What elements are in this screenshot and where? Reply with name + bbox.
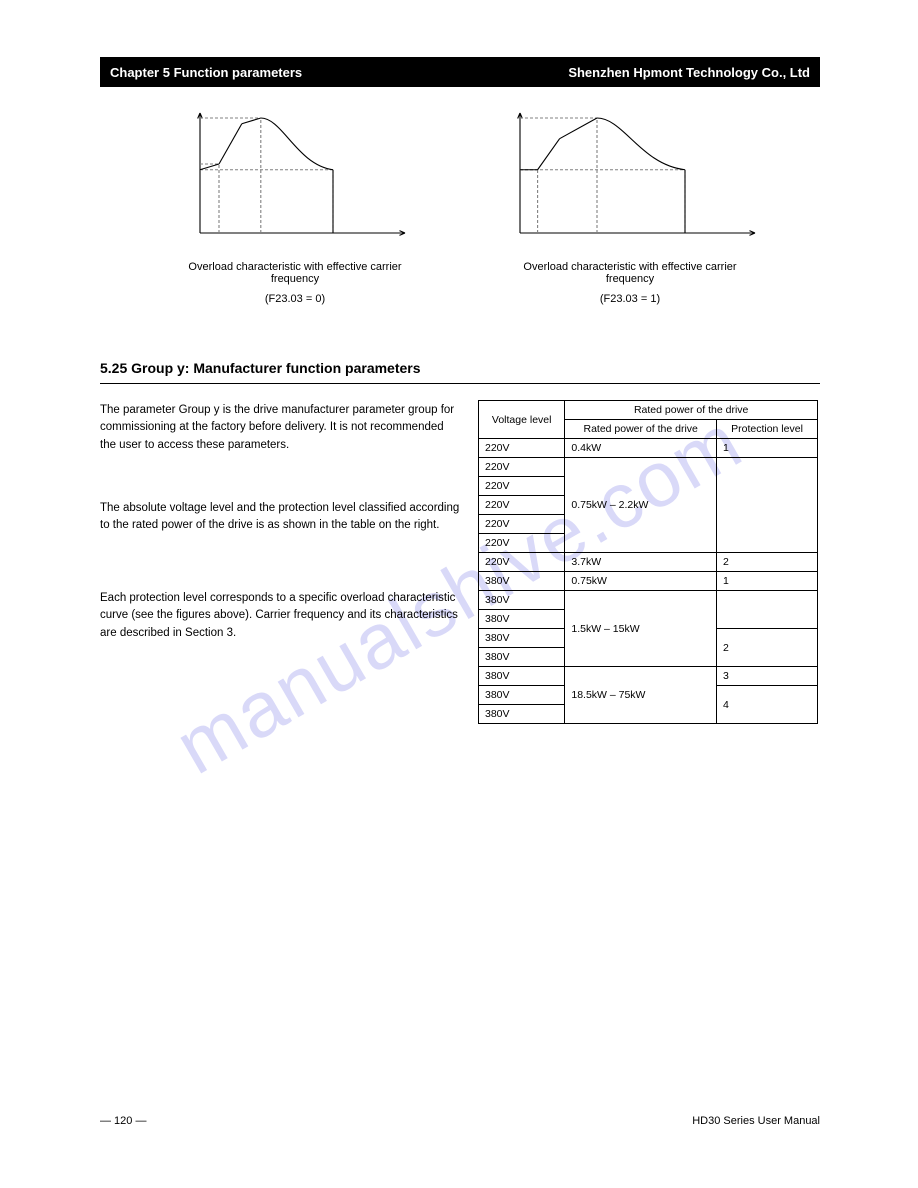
table-row: 380V0.75kW1 <box>479 572 818 591</box>
table-cell-voltage: 380V <box>479 572 565 591</box>
protection-level-table: Voltage level Rated power of the drive R… <box>478 400 818 724</box>
table-cell-voltage: 220V <box>479 496 565 515</box>
table-cell-protection: 1 <box>717 439 818 458</box>
table-cell-voltage: 220V <box>479 534 565 553</box>
table-subheader-power: Rated power of the drive <box>565 420 717 439</box>
chart-left-caption-a: Overload characteristic with effective c… <box>170 261 420 285</box>
section-heading: 5.25 Group y: Manufacturer function para… <box>100 360 421 376</box>
section-paragraph-1: The parameter Group y is the drive manuf… <box>100 402 460 454</box>
table-cell-protection: 2 <box>717 553 818 572</box>
table-header-voltage: Voltage level <box>479 401 565 439</box>
table-row: 220V3.7kW2 <box>479 553 818 572</box>
table-cell-protection <box>717 458 818 553</box>
table-cell-protection: 3 <box>717 667 818 686</box>
table-cell-power: 0.4kW <box>565 439 717 458</box>
table-cell-power: 3.7kW <box>565 553 717 572</box>
charts-row: Overload characteristic with effective c… <box>170 108 810 305</box>
table-cell-power: 1.5kW – 15kW <box>565 591 717 667</box>
page-header-bar: Chapter 5 Function parameters Shenzhen H… <box>100 57 820 87</box>
table-cell-protection: 1 <box>717 572 818 591</box>
table-row: 380V18.5kW – 75kW3 <box>479 667 818 686</box>
table-cell-voltage: 220V <box>479 458 565 477</box>
footer-manual-title: HD30 Series User Manual <box>692 1115 820 1127</box>
table-header-power-protection: Rated power of the drive <box>565 401 818 420</box>
table-header-row: Voltage level Rated power of the drive <box>479 401 818 420</box>
table-header-power-label: Rated power of the drive <box>634 404 748 416</box>
table-cell-voltage: 380V <box>479 610 565 629</box>
table-cell-voltage: 380V <box>479 705 565 724</box>
table-cell-power: 0.75kW <box>565 572 717 591</box>
page-footer: — 120 — HD30 Series User Manual <box>100 1115 820 1127</box>
table-cell-voltage: 220V <box>479 439 565 458</box>
table-cell-voltage: 220V <box>479 553 565 572</box>
table-cell-voltage: 380V <box>479 591 565 610</box>
table-cell-protection: 4 <box>717 686 818 724</box>
header-company: Shenzhen Hpmont Technology Co., Ltd <box>568 65 810 80</box>
table-cell-voltage: 380V <box>479 629 565 648</box>
section-divider <box>100 383 820 384</box>
header-chapter: Chapter 5 Function parameters <box>110 65 302 80</box>
chart-right-caption-a: Overload characteristic with effective c… <box>505 261 755 285</box>
section-paragraph-2a: The absolute voltage level and the prote… <box>100 500 460 535</box>
table-cell-power: 18.5kW – 75kW <box>565 667 717 724</box>
table-cell-voltage: 220V <box>479 515 565 534</box>
table-cell-voltage: 380V <box>479 667 565 686</box>
table-cell-power: 0.75kW – 2.2kW <box>565 458 717 553</box>
table-row: 380V1.5kW – 15kW <box>479 591 818 610</box>
overload-curve-chart-left <box>180 108 410 253</box>
table-cell-protection <box>717 591 818 629</box>
footer-page-number: — 120 — <box>100 1115 146 1127</box>
table-cell-voltage: 220V <box>479 477 565 496</box>
chart-left-wrap: Overload characteristic with effective c… <box>170 108 420 305</box>
table-row: 220V0.4kW1 <box>479 439 818 458</box>
table-cell-protection: 2 <box>717 629 818 667</box>
overload-curve-chart-right <box>500 108 760 253</box>
chart-left-caption-b: (F23.03 = 0) <box>265 293 325 305</box>
chart-right-caption-b: (F23.03 = 1) <box>600 293 660 305</box>
table-row: 220V0.75kW – 2.2kW <box>479 458 818 477</box>
table-cell-voltage: 380V <box>479 648 565 667</box>
table-subheader-protection: Protection level <box>717 420 818 439</box>
chart-right-wrap: Overload characteristic with effective c… <box>500 108 760 305</box>
section-paragraph-2b: Each protection level corresponds to a s… <box>100 590 460 642</box>
table-cell-voltage: 380V <box>479 686 565 705</box>
